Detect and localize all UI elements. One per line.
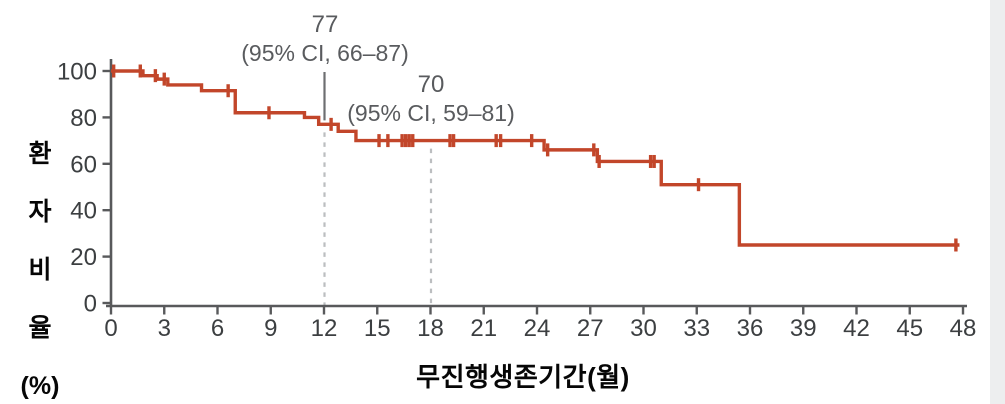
y-axis-ticks: 0 20 40 60 80 100 — [57, 59, 111, 318]
x-axis-title: 무진행생존기간(월) — [416, 362, 630, 392]
x-tick-label: 21 — [470, 315, 497, 342]
km-step-line — [111, 69, 960, 247]
y-tick-label: 0 — [84, 291, 97, 318]
y-axis-title-char: 율 — [28, 314, 52, 342]
x-tick-label: 24 — [524, 315, 551, 342]
annotation-12-month-ci: (95% CI, 66–87) — [241, 40, 409, 66]
annotation-12-month-value: 77 — [311, 11, 339, 38]
y-axis-title-char: 자 — [28, 198, 52, 226]
censor-marks — [111, 64, 958, 252]
x-tick-label: 18 — [417, 315, 444, 342]
annotation-18-month: 70 (95% CI, 59–81) — [347, 71, 514, 127]
x-tick-label: 36 — [737, 315, 764, 342]
y-tick-label: 40 — [70, 198, 97, 225]
x-tick-label: 6 — [211, 315, 224, 342]
x-tick-label: 3 — [158, 315, 171, 342]
annotation-18-month-ci: (95% CI, 59–81) — [347, 100, 515, 126]
x-tick-label: 33 — [683, 315, 710, 342]
x-tick-label: 39 — [790, 315, 817, 342]
y-axis-title-char: 비 — [28, 256, 52, 284]
x-tick-label: 30 — [630, 315, 657, 342]
x-tick-label: 0 — [104, 315, 117, 342]
y-tick-label: 80 — [70, 105, 97, 132]
x-tick-label: 45 — [896, 315, 923, 342]
x-tick-label: 48 — [950, 315, 977, 342]
y-axis-title-char: 환 — [28, 140, 52, 168]
annotation-12-month: 77 (95% CI, 66–87) — [241, 11, 408, 67]
x-tick-label: 15 — [364, 315, 391, 342]
y-tick-label: 20 — [70, 244, 97, 271]
annotation-18-month-value: 70 — [417, 71, 445, 98]
x-tick-label: 42 — [843, 315, 870, 342]
y-axis-title: 환 자 비 율 (%) — [14, 111, 66, 404]
annotation-reference-lines — [323, 72, 433, 305]
y-tick-label: 60 — [70, 151, 97, 178]
km-curve — [111, 69, 960, 247]
x-tick-label: 9 — [264, 315, 277, 342]
x-tick-label: 27 — [577, 315, 604, 342]
y-tick-label: 100 — [57, 59, 97, 86]
x-axis-ticks: 0 3 6 9 12 15 18 21 24 27 30 33 36 39 42 45 48 — [104, 306, 976, 342]
x-tick-label: 12 — [311, 315, 338, 342]
figure-right-edge-band — [990, 0, 1005, 404]
y-axis-title-unit: (%) — [20, 372, 60, 400]
